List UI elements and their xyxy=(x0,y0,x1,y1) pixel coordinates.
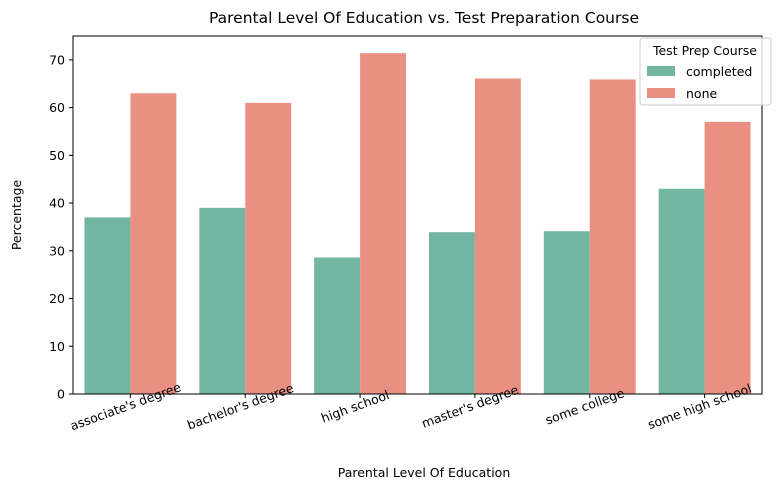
y-tick-label: 0 xyxy=(57,387,65,402)
bar-some-college-none xyxy=(589,79,636,395)
legend: Test Prep Course completed none xyxy=(639,37,772,106)
y-tick-label: 30 xyxy=(49,243,65,258)
bar-bachelor-s-degree-completed xyxy=(199,207,246,394)
chart-title: Parental Level Of Education vs. Test Pre… xyxy=(209,9,639,27)
legend-label-none: none xyxy=(686,86,717,101)
legend-label-completed: completed xyxy=(686,64,752,79)
bars-group xyxy=(84,53,751,395)
y-tick-label: 70 xyxy=(49,52,65,67)
bar-some-high-school-none xyxy=(704,121,751,395)
legend-title: Test Prep Course xyxy=(652,43,757,58)
y-axis: 0 10 20 30 40 50 60 70 xyxy=(49,52,73,402)
y-tick-label: 10 xyxy=(49,339,65,354)
bar-high-school-none xyxy=(360,53,407,395)
y-tick-label: 20 xyxy=(49,291,65,306)
y-axis-label: Percentage xyxy=(9,180,24,251)
legend-swatch-completed xyxy=(647,66,675,76)
bar-some-high-school-completed xyxy=(658,188,705,394)
y-tick-label: 60 xyxy=(49,100,65,115)
bar-master-s-degree-none xyxy=(474,78,521,394)
y-tick-label: 50 xyxy=(49,148,65,163)
x-axis-label: Parental Level Of Education xyxy=(338,465,511,480)
bar-bachelor-s-degree-none xyxy=(245,102,292,395)
bar-associate-s-degree-none xyxy=(130,93,177,394)
bar-associate-s-degree-completed xyxy=(84,217,131,394)
bar-master-s-degree-completed xyxy=(428,232,475,394)
y-tick-label: 40 xyxy=(49,196,65,211)
bar-some-college-completed xyxy=(543,231,590,394)
legend-swatch-none xyxy=(647,88,675,98)
bar-high-school-completed xyxy=(314,257,361,394)
x-axis: associate's degree bachelor's degree high … xyxy=(68,379,753,433)
plot-frame xyxy=(72,35,763,395)
